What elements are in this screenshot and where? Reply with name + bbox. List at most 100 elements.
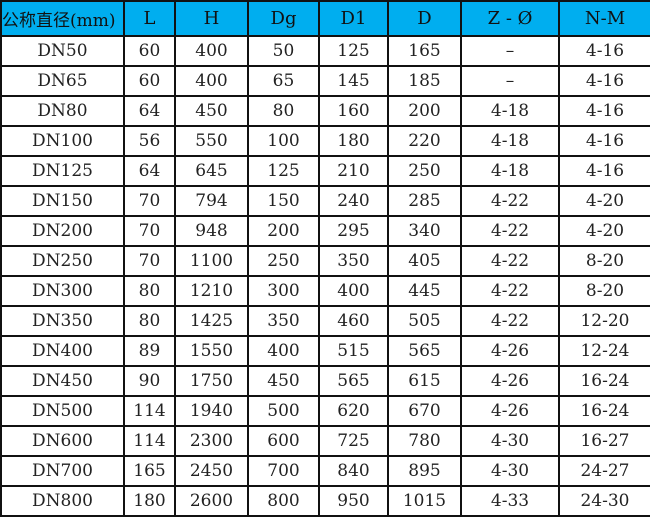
cell-h: 1940 bbox=[174, 395, 249, 427]
cell-l: 64 bbox=[123, 95, 176, 127]
cell-nominal-diameter: DN80 bbox=[0, 95, 125, 127]
cell-n-m: 16-24 bbox=[558, 365, 650, 397]
cell-h: 450 bbox=[174, 95, 249, 127]
cell-z-phi: 4-26 bbox=[460, 335, 560, 367]
cell-z-phi: 4-22 bbox=[460, 305, 560, 337]
cell-h: 1210 bbox=[174, 275, 249, 307]
cell-d1: 620 bbox=[318, 395, 389, 427]
cell-h: 2300 bbox=[174, 425, 249, 457]
cell-d1: 950 bbox=[318, 485, 389, 517]
column-header-d1: D1 bbox=[318, 0, 389, 37]
cell-d1: 180 bbox=[318, 125, 389, 157]
table-row: DN125 64 645 125 210 250 4-18 4-16 bbox=[0, 155, 650, 187]
table-row: DN600 114 2300 600 725 780 4-30 16-27 bbox=[0, 425, 650, 457]
cell-nominal-diameter: DN125 bbox=[0, 155, 125, 187]
cell-n-m: 8-20 bbox=[558, 275, 650, 307]
cell-n-m: 4-16 bbox=[558, 125, 650, 157]
cell-d1: 145 bbox=[318, 65, 389, 97]
cell-nominal-diameter: DN400 bbox=[0, 335, 125, 367]
cell-h: 1425 bbox=[174, 305, 249, 337]
cell-h: 550 bbox=[174, 125, 249, 157]
cell-dg: 350 bbox=[247, 305, 320, 337]
cell-z-phi: 4-22 bbox=[460, 275, 560, 307]
cell-nominal-diameter: DN200 bbox=[0, 215, 125, 247]
cell-d: 185 bbox=[387, 65, 462, 97]
cell-z-phi: 4-22 bbox=[460, 185, 560, 217]
cell-z-phi: 4-18 bbox=[460, 125, 560, 157]
cell-dg: 300 bbox=[247, 275, 320, 307]
cell-n-m: 4-20 bbox=[558, 185, 650, 217]
cell-nominal-diameter: DN65 bbox=[0, 65, 125, 97]
cell-n-m: 12-20 bbox=[558, 305, 650, 337]
cell-d1: 840 bbox=[318, 455, 389, 487]
table-row: DN50 60 400 50 125 165–4-16 bbox=[0, 35, 650, 67]
cell-dg: 125 bbox=[247, 155, 320, 187]
cell-n-m: 16-24 bbox=[558, 395, 650, 427]
cell-h: 645 bbox=[174, 155, 249, 187]
cell-nominal-diameter: DN100 bbox=[0, 125, 125, 157]
cell-nominal-diameter: DN300 bbox=[0, 275, 125, 307]
column-header-h: H bbox=[174, 0, 249, 37]
cell-dg: 100 bbox=[247, 125, 320, 157]
cell-nominal-diameter: DN350 bbox=[0, 305, 125, 337]
cell-z-phi: 4-18 bbox=[460, 95, 560, 127]
cell-d: 445 bbox=[387, 275, 462, 307]
cell-dg: 600 bbox=[247, 425, 320, 457]
cell-l: 80 bbox=[123, 305, 176, 337]
cell-d1: 400 bbox=[318, 275, 389, 307]
cell-d1: 210 bbox=[318, 155, 389, 187]
cell-n-m: 16-27 bbox=[558, 425, 650, 457]
cell-z-phi: 4-22 bbox=[460, 215, 560, 247]
cell-dg: 450 bbox=[247, 365, 320, 397]
cell-h: 948 bbox=[174, 215, 249, 247]
table-row: DN700 165 2450 700 840 895 4-30 24-27 bbox=[0, 455, 650, 487]
cell-d1: 350 bbox=[318, 245, 389, 277]
cell-dg: 250 bbox=[247, 245, 320, 277]
cell-d1: 725 bbox=[318, 425, 389, 457]
cell-dg: 700 bbox=[247, 455, 320, 487]
cell-z-phi: 4-30 bbox=[460, 455, 560, 487]
cell-d: 1015 bbox=[387, 485, 462, 517]
cell-nominal-diameter: DN700 bbox=[0, 455, 125, 487]
cell-n-m: 12-24 bbox=[558, 335, 650, 367]
cell-n-m: 24-30 bbox=[558, 485, 650, 517]
cell-dg: 65 bbox=[247, 65, 320, 97]
cell-l: 89 bbox=[123, 335, 176, 367]
cell-d1: 515 bbox=[318, 335, 389, 367]
column-header-d: D bbox=[387, 0, 462, 37]
cell-d: 670 bbox=[387, 395, 462, 427]
cell-l: 165 bbox=[123, 455, 176, 487]
column-header-n-m: N-M bbox=[558, 0, 650, 37]
cell-d: 285 bbox=[387, 185, 462, 217]
cell-d: 200 bbox=[387, 95, 462, 127]
header-row: 公称直径(mm) L H Dg D1 D Z - Ø N-M bbox=[0, 0, 650, 37]
cell-d1: 460 bbox=[318, 305, 389, 337]
cell-d1: 240 bbox=[318, 185, 389, 217]
cell-dg: 500 bbox=[247, 395, 320, 427]
cell-dg: 200 bbox=[247, 215, 320, 247]
cell-d: 165 bbox=[387, 35, 462, 67]
cell-h: 2450 bbox=[174, 455, 249, 487]
cell-h: 1750 bbox=[174, 365, 249, 397]
table-row: DN150 70 794 150 240 285 4-22 4-20 bbox=[0, 185, 650, 217]
cell-d1: 160 bbox=[318, 95, 389, 127]
cell-nominal-diameter: DN800 bbox=[0, 485, 125, 517]
cell-h: 400 bbox=[174, 35, 249, 67]
cell-l: 80 bbox=[123, 275, 176, 307]
cell-d1: 125 bbox=[318, 35, 389, 67]
cell-nominal-diameter: DN450 bbox=[0, 365, 125, 397]
table-row: DN400 89 1550 400 515 565 4-26 12-24 bbox=[0, 335, 650, 367]
cell-h: 794 bbox=[174, 185, 249, 217]
cell-d: 565 bbox=[387, 335, 462, 367]
cell-z-phi: 4-26 bbox=[460, 365, 560, 397]
cell-d: 250 bbox=[387, 155, 462, 187]
cell-nominal-diameter: DN250 bbox=[0, 245, 125, 277]
cell-n-m: 8-20 bbox=[558, 245, 650, 277]
cell-n-m: 4-20 bbox=[558, 215, 650, 247]
cell-l: 114 bbox=[123, 425, 176, 457]
cell-n-m: 4-16 bbox=[558, 65, 650, 97]
cell-d: 220 bbox=[387, 125, 462, 157]
cell-dg: 50 bbox=[247, 35, 320, 67]
column-header-z-phi: Z - Ø bbox=[460, 0, 560, 37]
